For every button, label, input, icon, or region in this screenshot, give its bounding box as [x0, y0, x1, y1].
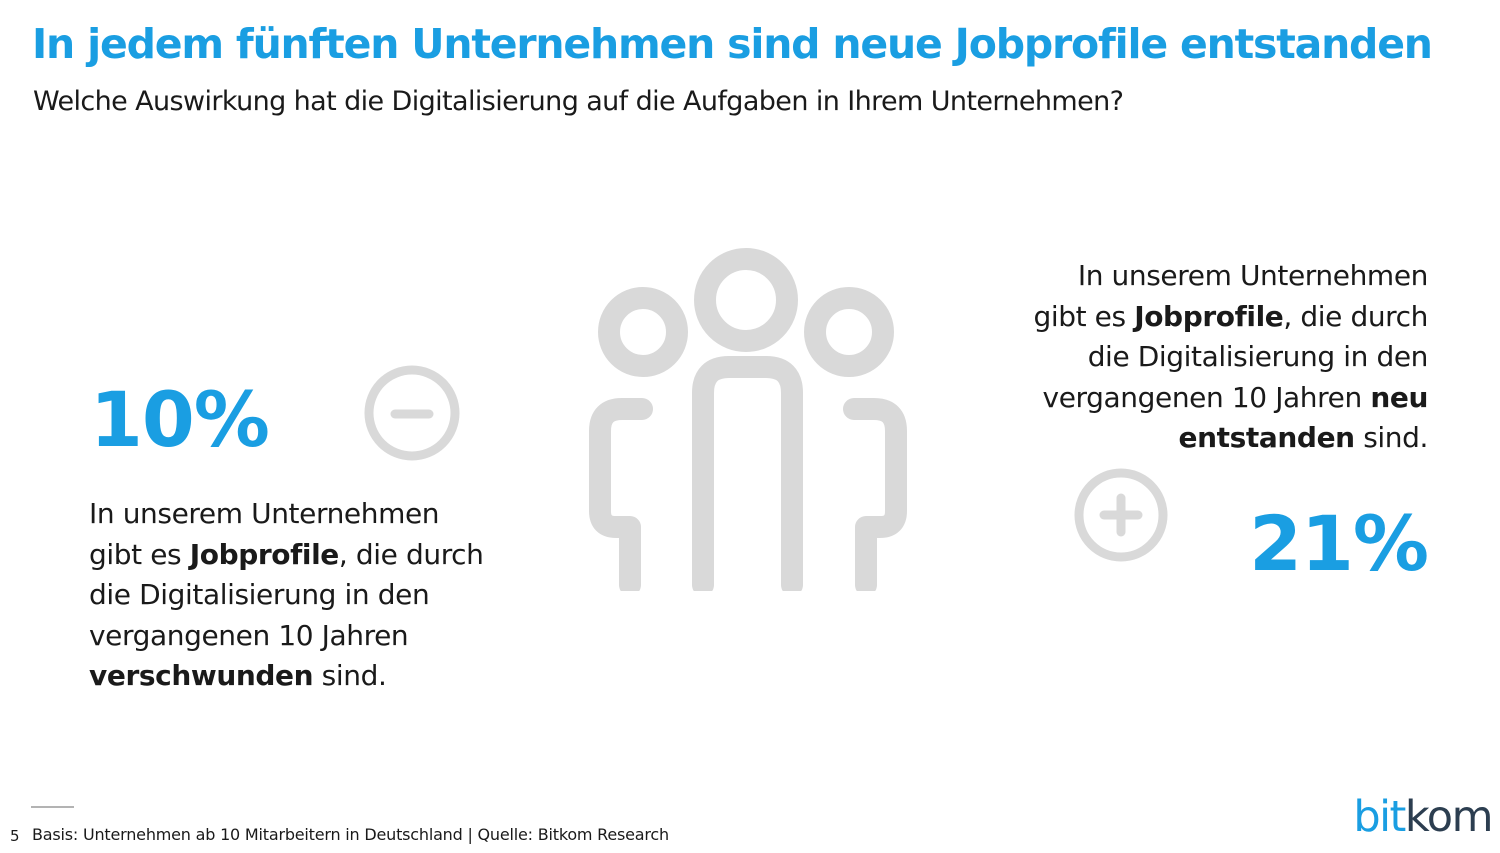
footer-source-note: Basis: Unternehmen ab 10 Mitarbeitern in… — [32, 825, 669, 844]
page-subtitle: Welche Auswirkung hat die Digitalisierun… — [33, 86, 1124, 117]
stat-left-line-2-pre: gibt es — [89, 537, 190, 571]
stat-left-line-1: In unserem Unternehmen — [89, 497, 440, 530]
page-title: In jedem fünften Unternehmen sind neue J… — [32, 20, 1433, 68]
stat-right-line-2-post: , die durch — [1283, 299, 1428, 333]
stat-left-line-2-bold: Jobprofile — [189, 537, 340, 571]
footer-divider — [31, 806, 74, 808]
stat-left-line-2-post: , die durch — [338, 537, 484, 571]
minus-circle-icon — [364, 365, 460, 461]
stat-left-line-5-bold: verschwunden — [89, 659, 314, 692]
stat-right-line-5-bold: entstanden — [1178, 421, 1356, 454]
stat-right-line-5-post: sind. — [1354, 421, 1428, 454]
stat-right-line-4-bold: neu — [1370, 380, 1428, 414]
logo-part-2: kom — [1404, 792, 1494, 842]
logo-part-1: bit — [1353, 792, 1406, 842]
stat-left-description: In unserem Unternehmen gibt es Jobprofil… — [89, 494, 519, 697]
page-number: 5 — [10, 827, 20, 845]
stat-left-line-4: vergangenen 10 Jahren — [89, 618, 409, 652]
stat-right-line-2-bold: Jobprofile — [1134, 299, 1284, 333]
stat-right-value: 21% — [1249, 499, 1429, 588]
stat-right-line-2-pre: gibt es — [1033, 299, 1135, 333]
stat-right-line-4-pre: vergangenen 10 Jahren — [1042, 380, 1371, 414]
plus-circle-icon — [1074, 468, 1168, 562]
stat-left-value: 10% — [90, 375, 270, 464]
stat-left-line-3: die Digitalisierung in den — [89, 578, 430, 611]
people-group-icon — [589, 248, 907, 591]
stat-right-line-1: In unserem Unternehmen — [1077, 259, 1429, 292]
bitkom-logo: bitkom — [1353, 796, 1493, 839]
stat-right-description: In unserem Unternehmen gibt es Jobprofil… — [968, 256, 1428, 459]
stat-left-line-5-post: sind. — [313, 659, 387, 692]
stat-right-line-3: die Digitalisierung in den — [1087, 340, 1429, 373]
